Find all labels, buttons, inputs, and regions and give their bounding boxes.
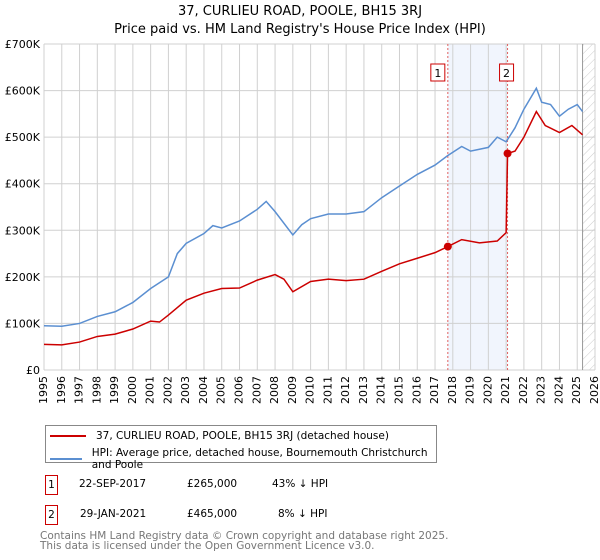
x-tick-label: 1999 [108, 376, 121, 404]
x-tick-label: 2002 [161, 376, 174, 404]
sale-label-box [499, 63, 515, 82]
x-tick-label: 2026 [588, 376, 600, 404]
hpi-delta: 43% ↓ HPI [272, 478, 329, 490]
x-tick-label: 2009 [286, 376, 299, 404]
sale-point [503, 149, 512, 158]
date: 29-JAN-2021 [80, 508, 147, 520]
hpi-delta: 8% ↓ HPI [278, 508, 328, 520]
legend-item-property: 37, CURLIEU ROAD, POOLE, BH15 3RJ (detac… [50, 430, 389, 442]
x-tick-label: 2003 [179, 376, 192, 404]
x-tick-label: 2006 [233, 376, 246, 404]
y-tick-label: £100K [5, 317, 41, 330]
title-line: 37, CURLIEU ROAD, POOLE, BH15 3RJ [177, 4, 423, 19]
x-tick-label: 2007 [250, 376, 263, 404]
y-tick-label: £700K [5, 38, 41, 51]
price: £465,000 [187, 508, 238, 520]
y-tick-label: £400K [5, 178, 41, 191]
x-tick-label: 1996 [55, 376, 68, 404]
x-tick-label: 1995 [37, 376, 50, 404]
sale-period-shade [447, 44, 508, 370]
x-tick-label: 2014 [375, 376, 388, 404]
x-tick-label: 1997 [73, 376, 86, 404]
x-tick-label: 1998 [90, 376, 103, 404]
x-tick-label: 2005 [215, 376, 228, 404]
x-tick-label: 2011 [321, 376, 334, 404]
x-tick-label: 2022 [517, 376, 530, 404]
legend-label: 37, CURLIEU ROAD, POOLE, BH15 3RJ (detac… [96, 430, 389, 442]
date: 22-SEP-2017 [79, 478, 147, 490]
blue-line-swatch [50, 458, 82, 460]
x-tick-label: 2010 [304, 376, 317, 404]
y-tick-label: £200K [5, 271, 41, 284]
y-tick-label: £0 [26, 364, 40, 377]
x-tick-label: 2025 [570, 376, 583, 404]
sale-label-box [430, 63, 446, 82]
x-tick-label: 2024 [552, 376, 565, 404]
footer: Contains HM Land Registry data © Crown c… [40, 530, 449, 552]
x-tick-label: 2023 [535, 376, 548, 404]
legend: 37, CURLIEU ROAD, POOLE, BH15 3RJ (detac… [45, 425, 437, 471]
x-tick-label: 2001 [144, 376, 157, 404]
x-tick-label: 2021 [499, 376, 512, 404]
y-tick-label: £600K [5, 85, 41, 98]
x-tick-label: 2000 [126, 376, 139, 404]
sale-point [443, 242, 452, 251]
x-tick-label: 2012 [339, 376, 352, 404]
x-tick-label: 2008 [268, 376, 281, 404]
marker-badge: 1 [45, 475, 58, 495]
footer-line: Contains HM Land Registry data © Crown c… [40, 530, 449, 542]
y-tick-label: £300K [5, 224, 41, 237]
price: £265,000 [187, 478, 238, 490]
forecast-hatch [582, 44, 595, 370]
y-tick-label: £500K [5, 131, 41, 144]
footer-line: This data is licensed under the Open Gov… [40, 540, 375, 552]
x-tick-label: 2017 [428, 376, 441, 404]
x-tick-label: 2020 [481, 376, 494, 404]
x-tick-label: 2018 [446, 376, 459, 404]
red-line-swatch [50, 435, 86, 437]
price-chart: 1995 1996 1997 1998 1999 2000 2001 2002 2003 2004… [5, 38, 600, 404]
x-tick-label: 2004 [197, 376, 210, 404]
series-line [43, 86, 584, 327]
legend-label: HPI: Average price, detached house, Bour… [91, 447, 428, 471]
x-tick-label: 2013 [357, 376, 370, 404]
x-tick-label: 2019 [464, 376, 477, 404]
legend-item-hpi: HPI: Average price, detached house, Bour… [50, 447, 436, 471]
x-tick-label: 2015 [392, 376, 405, 404]
marker-badge: 2 [45, 505, 58, 525]
chart-title: 37, CURLIEU ROAD, POOLE, BH15 3RJ Price … [0, 3, 600, 39]
sale-label: 1 [434, 67, 441, 80]
subtitle-line: Price paid vs. HM Land Registry's House … [114, 22, 486, 37]
sale-label: 2 [503, 67, 510, 80]
x-tick-label: 2016 [410, 376, 423, 404]
series-line [43, 109, 584, 346]
